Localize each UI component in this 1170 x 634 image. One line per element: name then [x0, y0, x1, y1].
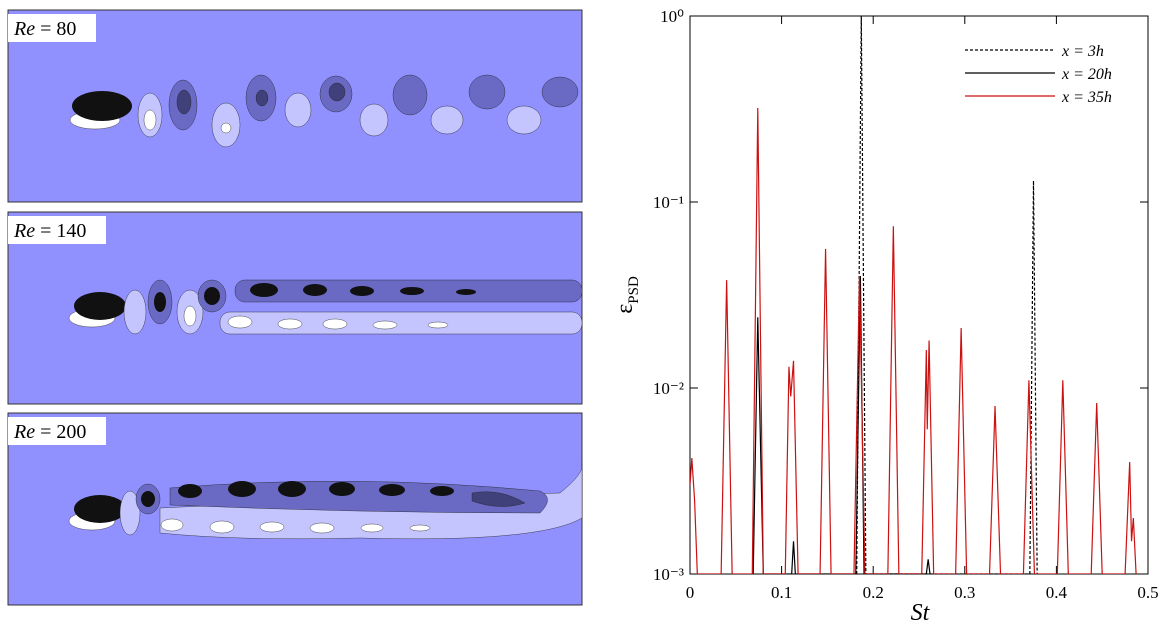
- y-tick-label: 10⁻³: [653, 565, 684, 584]
- label-box: [8, 417, 106, 445]
- x-axis-label: St: [911, 600, 931, 626]
- series-line: [752, 276, 931, 574]
- panel-label: Re = 140: [13, 220, 86, 242]
- x-tick-label: 0.4: [1046, 583, 1068, 602]
- contour-panel: Re = 140: [7, 211, 583, 405]
- legend-label: x = 3h: [1061, 43, 1104, 60]
- x-tick-label: 0.5: [1137, 583, 1158, 602]
- y-tick-label: 10⁻²: [653, 379, 684, 398]
- legend-label: x = 20h: [1061, 66, 1112, 83]
- contour-panel: Re = 200: [7, 412, 583, 606]
- x-tick-label: 0.3: [954, 583, 975, 602]
- series-line: [690, 108, 1137, 574]
- series-line: [856, 16, 1038, 574]
- x-tick-label: 0.1: [771, 583, 792, 602]
- contour-panel: Re = 80: [7, 9, 583, 203]
- label-box: [8, 14, 96, 42]
- panel-label: Re = 200: [13, 421, 86, 443]
- y-tick-label: 10⁰: [660, 7, 684, 26]
- panel-label: Re = 80: [13, 18, 76, 40]
- y-tick-label: 10⁻¹: [653, 193, 684, 212]
- chart: 0 0.1 0.2 0.3 0.4 0.5 10⁻³ 10⁻² 10⁻¹ 10⁰ x = 3h x =…: [653, 7, 1159, 602]
- legend-label: x = 35h: [1061, 89, 1112, 106]
- y-axis-label: εPSD: [612, 276, 642, 314]
- x-tick-label: 0.2: [863, 583, 884, 602]
- label-box: [8, 216, 106, 244]
- x-tick-label: 0: [686, 583, 695, 602]
